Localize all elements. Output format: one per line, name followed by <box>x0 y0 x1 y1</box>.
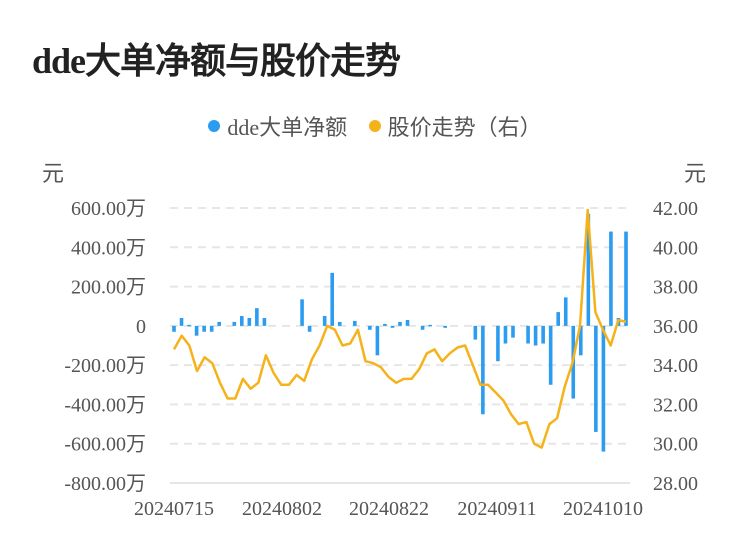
left-axis-tick: 600.00万 <box>71 198 146 220</box>
legend-label-dde: dde大单净额 <box>227 115 348 140</box>
bar[interactable] <box>563 297 568 326</box>
bar[interactable] <box>383 323 387 326</box>
right-axis-tick: 40.00 <box>653 237 698 259</box>
bar[interactable] <box>337 321 342 326</box>
legend: dde大单净额 股价走势（右） <box>0 110 750 142</box>
bar[interactable] <box>240 316 244 326</box>
bar[interactable] <box>209 325 214 332</box>
bar[interactable] <box>601 325 606 452</box>
bar[interactable] <box>300 299 304 326</box>
bar[interactable] <box>322 316 327 326</box>
bar[interactable] <box>179 318 184 326</box>
bar[interactable] <box>262 318 267 326</box>
bar-series <box>172 213 628 452</box>
right-axis-unit: 元 <box>684 161 707 186</box>
x-axis-tick: 20241010 <box>563 498 643 520</box>
bar[interactable] <box>511 325 515 338</box>
bar[interactable] <box>428 324 432 327</box>
legend-dot-blue-icon <box>208 120 221 132</box>
right-axis-tick: 36.00 <box>653 316 698 338</box>
bar[interactable] <box>398 321 402 326</box>
x-axis-tick: 20240911 <box>457 498 536 520</box>
left-axis-tick: 200.00万 <box>71 277 146 299</box>
x-axis-tick: 20240715 <box>134 498 214 520</box>
bar[interactable] <box>194 325 199 336</box>
bar[interactable] <box>390 325 395 328</box>
bar[interactable] <box>217 321 221 326</box>
bar[interactable] <box>443 325 447 328</box>
x-axis-tick: 20240802 <box>242 498 322 520</box>
left-axis-tick: 0 <box>136 316 146 338</box>
bar[interactable] <box>375 325 380 356</box>
bar[interactable] <box>481 325 485 415</box>
bar[interactable] <box>594 325 598 432</box>
bar[interactable] <box>247 318 252 326</box>
legend-dot-orange-icon <box>368 120 381 132</box>
bar[interactable] <box>187 324 191 327</box>
x-axis-tick: 20240822 <box>349 498 429 520</box>
bar[interactable] <box>202 325 206 332</box>
right-axis-tick: 34.00 <box>653 355 698 377</box>
bar[interactable] <box>556 312 560 326</box>
bar[interactable] <box>548 325 553 385</box>
legend-item-price[interactable]: 股价走势（右） <box>368 110 542 142</box>
right-axis-tick: 32.00 <box>653 394 698 416</box>
bar[interactable] <box>172 325 176 332</box>
bar[interactable] <box>503 325 508 344</box>
price-line[interactable] <box>172 208 627 449</box>
bar[interactable] <box>579 325 583 356</box>
bar[interactable] <box>541 325 545 344</box>
legend-item-dde[interactable]: dde大单净额 <box>208 110 347 142</box>
bar[interactable] <box>624 231 628 326</box>
bar[interactable] <box>353 320 357 326</box>
legend-label-price: 股价走势（右） <box>387 115 542 140</box>
right-axis-tick: 30.00 <box>653 434 698 456</box>
bar[interactable] <box>255 308 259 326</box>
left-axis-unit: 元 <box>42 161 65 186</box>
chart-title: dde大单净额与股价走势 <box>32 41 401 81</box>
left-axis-tick: -800.00万 <box>64 473 146 495</box>
bar[interactable] <box>368 325 372 330</box>
right-axis-tick: 28.00 <box>653 473 698 495</box>
bar[interactable] <box>307 325 312 332</box>
bar[interactable] <box>405 319 410 326</box>
bar[interactable] <box>473 325 478 340</box>
left-axis-tick: 400.00万 <box>71 237 146 259</box>
bar[interactable] <box>420 325 425 330</box>
bar[interactable] <box>232 321 237 326</box>
bar[interactable] <box>586 213 591 326</box>
left-axis-tick: -200.00万 <box>64 355 146 377</box>
bar[interactable] <box>330 272 334 326</box>
bar[interactable] <box>609 231 613 326</box>
left-axis-tick: -600.00万 <box>64 434 146 456</box>
right-axis-tick: 38.00 <box>653 277 698 299</box>
left-axis-tick: -400.00万 <box>64 394 146 416</box>
bar[interactable] <box>496 325 500 362</box>
bar[interactable] <box>533 325 538 346</box>
right-axis-tick: 42.00 <box>653 198 698 220</box>
bar[interactable] <box>526 325 530 344</box>
